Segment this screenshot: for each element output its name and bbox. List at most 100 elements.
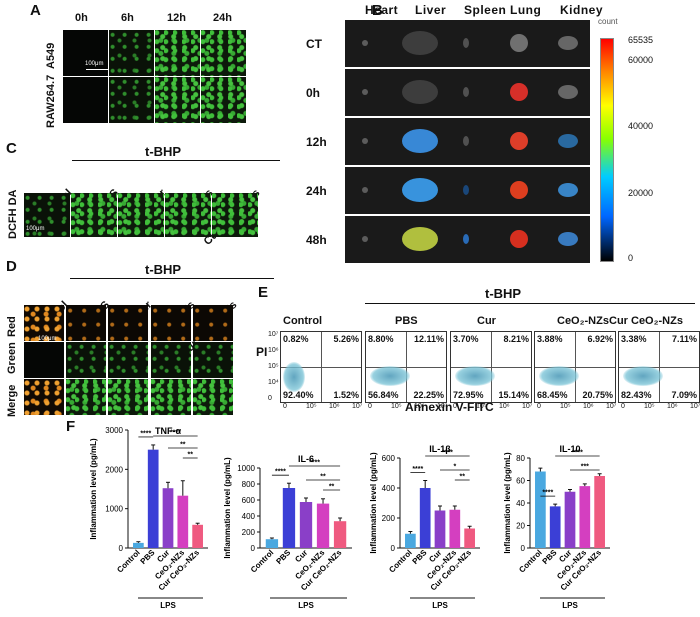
panelE-xtick: 10⁵ xyxy=(476,403,487,410)
panelE-flow-plot: 3.38% 7.11% 82.43% 7.09% xyxy=(618,331,700,403)
ytick-label: 40 xyxy=(516,499,525,508)
panelE-group-name: Cur xyxy=(477,315,496,327)
panelB-organ-signals xyxy=(362,31,578,251)
ytick-label: 2000 xyxy=(105,465,123,474)
panelE-quadrant-ul: 8.80% xyxy=(368,334,394,344)
panelE-xtick: 10⁷ xyxy=(352,403,363,410)
chart-bar-0 xyxy=(133,542,144,548)
chart-bar-2 xyxy=(434,510,446,548)
panelE-group-name: Control xyxy=(283,315,323,327)
panelE-gate-horizontal xyxy=(619,367,699,368)
chart-category-label: PBS xyxy=(139,548,157,566)
panelC-group-label: t-BHP xyxy=(145,144,182,159)
panelE-quadrant-ur: 7.11% xyxy=(671,334,697,344)
panelE-quadrant-ul: 3.38% xyxy=(621,334,647,344)
sig-label: ** xyxy=(329,484,335,491)
panelE-ytick: 10⁵ xyxy=(268,363,279,370)
panelD-micrograph xyxy=(66,342,106,378)
chart-ylabel: Inflammation level (pg/mL) xyxy=(89,438,98,540)
panelE-quadrant-ur: 8.21% xyxy=(503,334,529,344)
chart-xlabel: LPS xyxy=(298,601,314,610)
panelE-xtick: 10⁷ xyxy=(437,403,448,410)
panelE-gate-horizontal xyxy=(535,367,615,368)
panelB-colorbar-tick: 0 xyxy=(628,253,634,263)
chart-bar-1 xyxy=(419,488,431,548)
panelB-row-label: 12h xyxy=(306,135,327,149)
chart-bar-1 xyxy=(282,488,296,548)
chart-title: IL-6 xyxy=(298,454,314,464)
panelE-quadrant-ur: 5.26% xyxy=(333,334,359,344)
sig-label: **** xyxy=(140,430,151,437)
panel-label-f: F xyxy=(66,418,76,435)
panelC-micrograph xyxy=(118,193,164,237)
panelD-micrograph xyxy=(193,379,233,415)
ytick-label: 0 xyxy=(521,544,526,553)
panelB-colorbar-title: count xyxy=(598,17,618,26)
panelE-ytick: 10⁷ xyxy=(268,331,279,338)
sig-label: *** xyxy=(581,464,589,471)
chart-ylabel: Inflammation level (pg/mL) xyxy=(369,452,378,554)
panelB-organ-blob xyxy=(463,38,469,48)
panelE-xtick: 0 xyxy=(368,403,372,410)
panelC-scale-text: 100μm xyxy=(26,226,45,232)
panelE-population xyxy=(283,362,305,392)
panelB-organ-blob xyxy=(362,236,368,242)
panelE-xtick: 10⁶ xyxy=(583,403,594,410)
panelB-organ-label: Heart xyxy=(365,3,399,17)
panelB-organ-blob xyxy=(362,187,368,193)
panelB-colorbar-tick: 40000 xyxy=(628,121,654,131)
ytick-label: 0 xyxy=(391,544,396,553)
sig-label: **** xyxy=(412,466,423,473)
panel-label-d: D xyxy=(6,258,17,275)
panelA-micrograph xyxy=(109,77,154,123)
panelB-organ-blob xyxy=(362,40,368,46)
panelC-micrograph xyxy=(71,193,117,237)
panelC-bracket xyxy=(72,160,280,161)
panelE-group-label: t-BHP xyxy=(485,286,522,301)
panelA-time-label: 6h xyxy=(121,12,134,24)
panelB-organ-blob xyxy=(402,129,438,153)
panelA-micrograph xyxy=(63,30,108,76)
panelC-micrograph xyxy=(212,193,258,237)
panelE-group-name: CeO₂-NZs xyxy=(557,315,609,327)
panelB-colorbar-tick: 65535 xyxy=(628,35,654,45)
panelA-micrograph xyxy=(63,77,108,123)
panelD-micrograph xyxy=(108,342,148,378)
panelE-xtick: 0 xyxy=(283,403,287,410)
panelE-xtick: 0 xyxy=(621,403,625,410)
panelB-organ-blob xyxy=(402,227,438,251)
panelE-flow-plot: 3.88% 6.92% 68.45% 20.75% xyxy=(534,331,616,403)
panelC-micrograph xyxy=(165,193,211,237)
panelD-group-label: t-BHP xyxy=(145,262,182,277)
panelA-scale-bar xyxy=(86,69,108,70)
chart-xlabel: LPS xyxy=(160,601,176,610)
chart-category-label: PBS xyxy=(541,548,559,566)
panelB-row-label: 24h xyxy=(306,184,327,198)
panelE-quadrant-ul: 0.82% xyxy=(283,334,309,344)
panelE-bracket xyxy=(365,303,695,304)
ytick-label: 20 xyxy=(516,522,525,531)
chart-title: IL-1β xyxy=(429,444,451,454)
panelA-time-label: 12h xyxy=(167,12,186,24)
panelE-ytick: 10⁴ xyxy=(268,379,279,386)
panelD-micrograph xyxy=(151,342,191,378)
chart-bar-1 xyxy=(147,449,159,548)
panelE-ylabel: PI xyxy=(256,345,268,359)
panelE-xtick: 10⁷ xyxy=(606,403,617,410)
ytick-label: 0 xyxy=(119,544,124,553)
ytick-label: 600 xyxy=(382,454,396,463)
panelB-organ-label: Spleen xyxy=(464,3,507,17)
panelB-row-label: CT xyxy=(306,37,322,51)
ytick-label: 600 xyxy=(242,496,256,505)
panelB-organ-blob xyxy=(558,85,578,99)
panelB-organ-blob xyxy=(463,136,469,146)
panelD-micrograph xyxy=(193,342,233,378)
ytick-label: 400 xyxy=(242,512,256,521)
panelE-gate-horizontal xyxy=(366,367,446,368)
panelD-micrograph xyxy=(108,379,148,415)
panelA-micrograph xyxy=(109,30,154,76)
panelE-population xyxy=(370,366,410,386)
panelB-organ-blob xyxy=(558,36,578,50)
panelE-flow-plot: 3.70% 8.21% 72.95% 15.14% xyxy=(450,331,532,403)
panelB-colorbar-tick: 60000 xyxy=(628,55,654,65)
